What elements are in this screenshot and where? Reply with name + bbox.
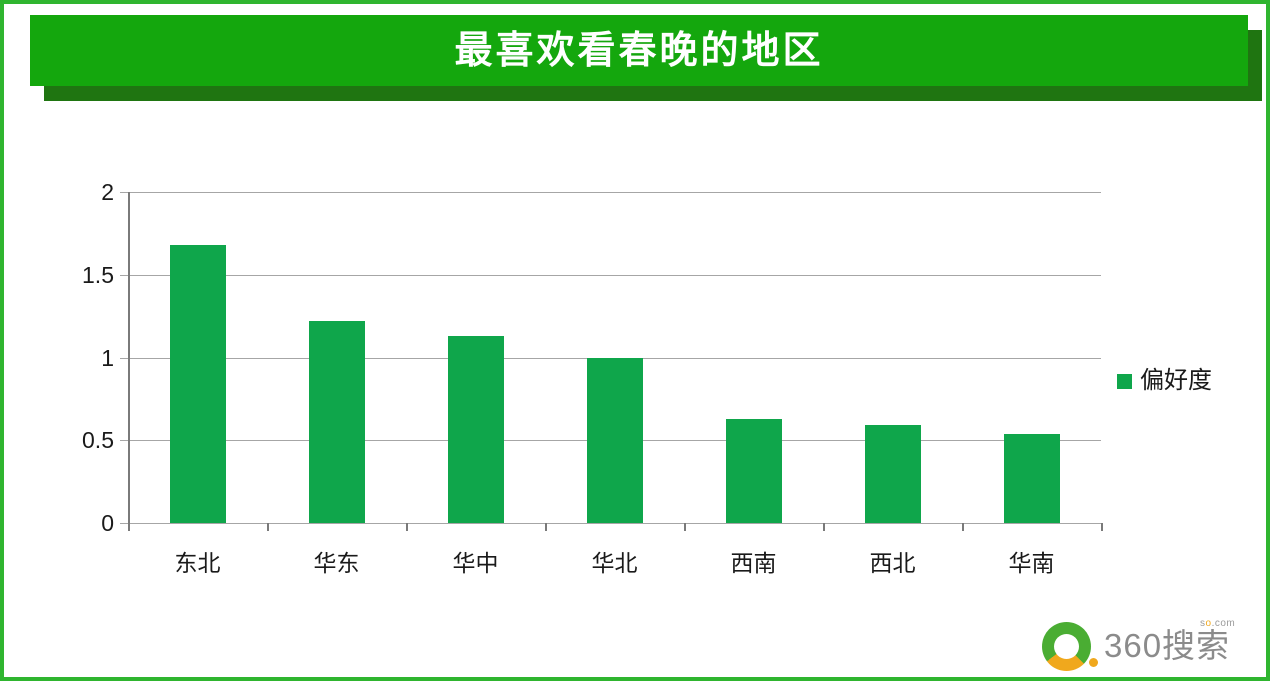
x-axis-tick	[267, 523, 269, 531]
legend: 偏好度	[1117, 369, 1212, 393]
bar-华北	[586, 357, 643, 523]
bar-西南	[725, 418, 782, 523]
y-tick-label: 0.5	[82, 427, 114, 454]
x-axis-tick	[128, 523, 130, 531]
x-category-label: 华南	[1008, 550, 1055, 576]
y-tick-label: 2	[101, 179, 114, 205]
y-tick-label: 0	[101, 510, 114, 536]
x-category-label: 西北	[869, 550, 916, 576]
bar-chart: 0 0.5 1 1.5 2 东北 华东 华中 华北 西南 西北 华南	[4, 4, 1270, 681]
x-axis-tick	[962, 523, 964, 531]
x-axis-tick	[406, 523, 408, 531]
legend-swatch-icon	[1117, 373, 1132, 389]
gridline	[120, 274, 1101, 276]
x-axis-tick	[823, 523, 825, 531]
gridline	[120, 192, 1101, 193]
bar-华南	[1003, 433, 1060, 523]
legend-label: 偏好度	[1140, 367, 1212, 394]
360-ring-hole	[1054, 634, 1079, 659]
x-category-label: 华北	[591, 550, 638, 576]
bar-华中	[447, 335, 504, 523]
y-tick-label: 1	[101, 344, 114, 371]
x-axis-tick	[684, 523, 686, 531]
logo-360-search: so.com 360搜索	[1034, 612, 1249, 674]
x-axis-tick	[545, 523, 547, 531]
x-axis-tick	[1101, 523, 1103, 531]
bar-华东	[308, 321, 365, 523]
logo-dot-icon	[1089, 658, 1098, 667]
y-axis	[128, 192, 130, 531]
page-title: 最喜欢看春晚的地区	[454, 29, 824, 72]
x-category-label: 东北	[174, 550, 221, 576]
x-category-label: 西南	[730, 550, 777, 576]
gridline	[120, 523, 1101, 524]
x-category-label: 华中	[452, 550, 499, 576]
bar-东北	[169, 244, 226, 523]
logo-so-com-label: so.com	[1200, 618, 1236, 629]
title-banner: 最喜欢看春晚的地区	[30, 15, 1248, 86]
bar-西北	[864, 425, 921, 523]
y-tick-label: 1.5	[82, 261, 114, 288]
x-category-label: 华东	[313, 550, 360, 576]
360-ring-icon	[1042, 622, 1091, 671]
logo-text: 360搜索	[1104, 627, 1231, 664]
